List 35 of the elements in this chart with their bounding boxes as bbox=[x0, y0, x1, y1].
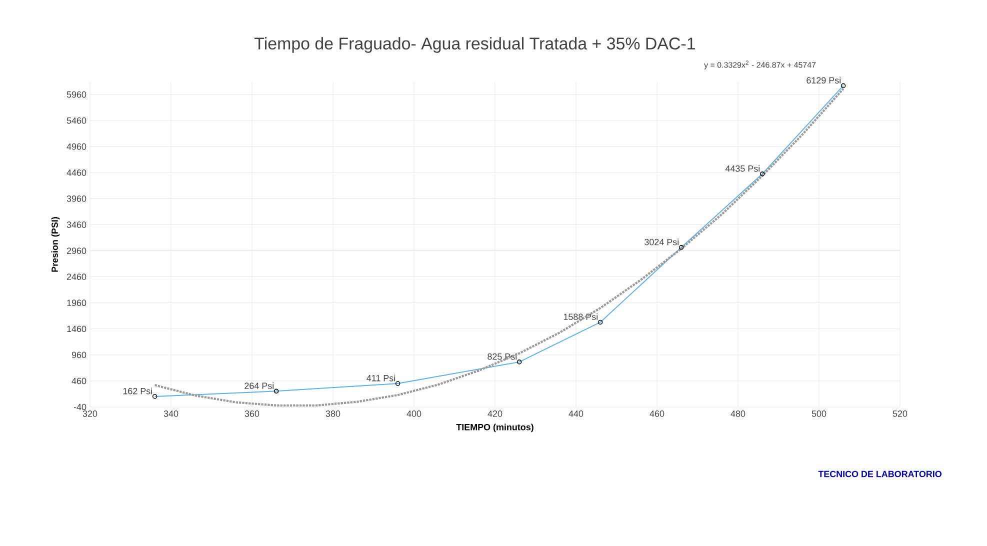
x-tick-label: 500 bbox=[812, 410, 826, 417]
y-tick-label: 4460 bbox=[66, 169, 86, 176]
x-tick-label: 520 bbox=[892, 410, 908, 417]
y-tick-label: 3960 bbox=[66, 195, 86, 202]
y-tick-label: 2960 bbox=[66, 248, 86, 254]
y-tick-label: 4960 bbox=[66, 143, 86, 150]
data-label: 162 Psi bbox=[123, 388, 152, 394]
x-tick-label: 360 bbox=[244, 410, 260, 417]
x-axis-title: TIEMPO (minutos) bbox=[456, 424, 534, 432]
data-label: 3024 Psi bbox=[644, 238, 678, 246]
y-tick-label: 5960 bbox=[66, 91, 86, 98]
data-label: 1588 Psi bbox=[564, 313, 598, 320]
y-tick-label: -40 bbox=[74, 404, 86, 410]
y-tick-label: 960 bbox=[72, 352, 86, 358]
y-tick-label: 5460 bbox=[66, 117, 86, 124]
data-label: 4435 Psi bbox=[725, 165, 760, 172]
y-tick-label: 460 bbox=[72, 378, 86, 384]
y-tick-label: 1960 bbox=[67, 300, 86, 306]
x-tick-label: 420 bbox=[488, 410, 502, 417]
x-tick-label: 480 bbox=[730, 410, 746, 417]
data-label: 411 Psi bbox=[366, 374, 395, 382]
chart-title: Tiempo de Fraguado- Agua residual Tratada + 35% DAC-1 bbox=[254, 37, 695, 53]
data-label: 6129 Psi bbox=[806, 76, 841, 84]
x-tick-label: 460 bbox=[650, 410, 664, 417]
x-tick-label: 400 bbox=[406, 410, 422, 417]
x-tick-label: 380 bbox=[326, 410, 340, 417]
y-tick-label: 3460 bbox=[66, 222, 86, 228]
x-tick-label: 320 bbox=[82, 410, 98, 417]
x-tick-label: 440 bbox=[568, 410, 584, 417]
y-axis-title: Presion (PSI) bbox=[51, 217, 60, 272]
x-tick-label: 340 bbox=[164, 410, 178, 417]
y-tick-label: 2460 bbox=[66, 274, 86, 280]
text: TECNICO DE LABORATORIO bbox=[818, 470, 942, 478]
data-label: 264 Psi bbox=[244, 382, 274, 389]
y-tick-label: 1460 bbox=[67, 326, 86, 332]
